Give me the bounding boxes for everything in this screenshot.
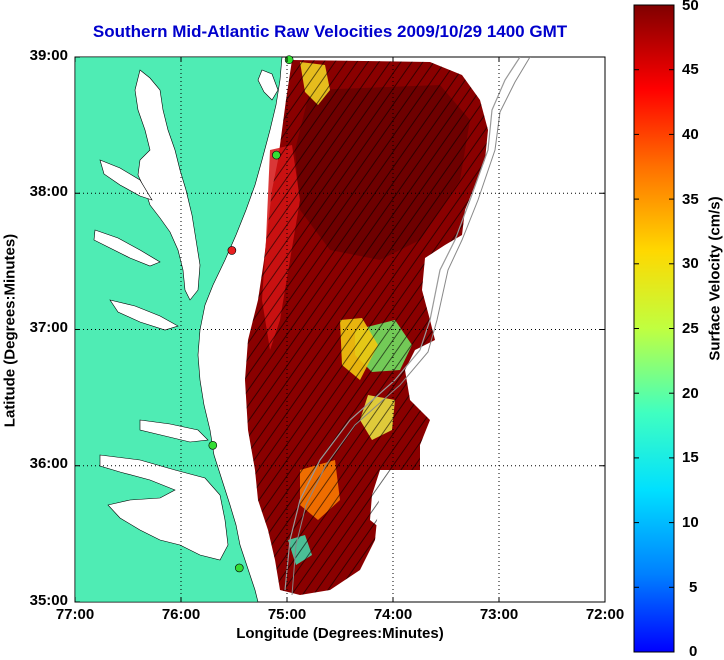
chesapeake-bay [134, 69, 201, 301]
colorbar-tick-marks [634, 4, 674, 653]
bay-branch-2 [93, 229, 161, 267]
colorbar-tick-label: 15 [682, 449, 699, 466]
y-tick-label: 35:00 [29, 592, 68, 609]
delaware-bay [257, 69, 279, 101]
albemarle-sound [139, 419, 209, 443]
axis-tick-marks [74, 56, 606, 603]
y-axis-label: Latitude (Degrees:Minutes) [1, 233, 19, 428]
x-tick-label: 77:00 [55, 606, 95, 623]
y-tick-label: 37:00 [29, 319, 68, 336]
colorbar-tick-label: 20 [682, 385, 699, 402]
colorbar-label: Surface Velocity (cm/s) [706, 196, 724, 361]
y-tick-label: 38:00 [29, 183, 68, 200]
colorbar-tick-label: 5 [689, 579, 698, 596]
x-tick-label: 73:00 [479, 606, 519, 623]
station-markers [208, 55, 294, 573]
chart-title: Southern Mid-Atlantic Raw Velocities 200… [92, 22, 568, 41]
station-marker [227, 246, 237, 255]
field-gap [370, 470, 430, 540]
station-marker [272, 150, 281, 160]
colorbar-tick-label: 50 [682, 0, 699, 14]
station-marker [208, 441, 218, 450]
colorbar-tick-label: 10 [682, 514, 699, 531]
colorbar-tick-label: 35 [682, 191, 699, 208]
bay-branch-3 [109, 299, 179, 331]
bathymetry-contour-1 [284, 57, 521, 591]
colorbar [633, 4, 675, 653]
colorbar-tick-label: 30 [682, 255, 699, 272]
y-tick-label: 36:00 [29, 455, 68, 472]
colorbar-tick-label: 25 [682, 320, 699, 337]
x-tick-label: 74:00 [373, 606, 413, 623]
colorbar-tick-label: 45 [682, 61, 699, 78]
x-tick-label: 76:00 [161, 606, 201, 623]
colorbar-tick-label: 0 [689, 643, 698, 660]
colorbar-tick-label: 40 [682, 126, 699, 143]
station-marker [284, 55, 294, 65]
bay-branch-1 [99, 159, 153, 201]
x-tick-label: 75:00 [267, 606, 307, 623]
y-tick-label: 39:00 [29, 47, 68, 64]
bathymetry-contour-2 [291, 57, 531, 596]
x-tick-label: 72:00 [585, 606, 625, 623]
x-axis-label: Longitude (Degrees:Minutes) [236, 625, 444, 642]
grid-lines [75, 57, 605, 602]
station-marker [235, 563, 244, 573]
pamlico-sound [99, 454, 229, 561]
